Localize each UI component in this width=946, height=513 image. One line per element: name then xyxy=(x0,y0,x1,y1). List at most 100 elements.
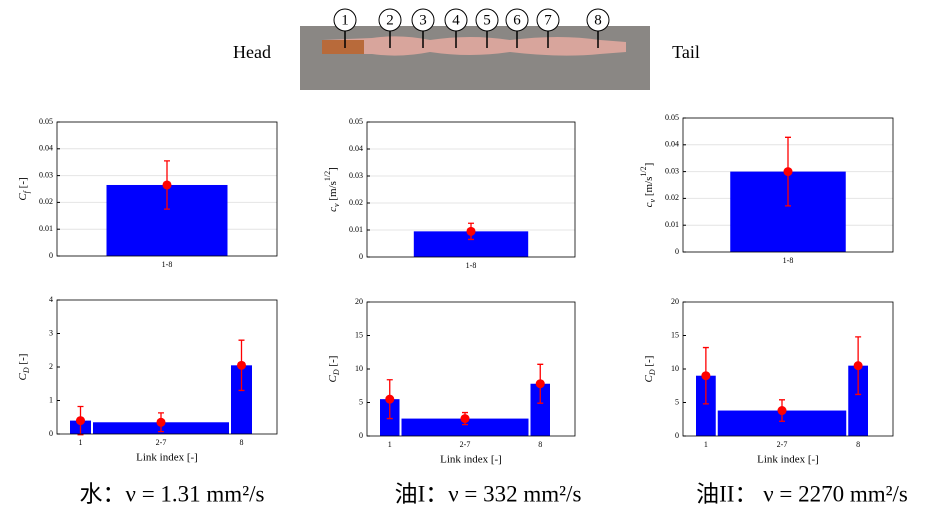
x-tick-label: 1-8 xyxy=(466,261,477,270)
mean-dot xyxy=(466,226,476,236)
x-tick-label: 1-8 xyxy=(162,260,173,269)
y-axis-label: Cf [-] xyxy=(17,177,32,200)
mean-dot xyxy=(385,394,395,404)
marker-number: 6 xyxy=(513,12,521,28)
y-tick-label: 0.04 xyxy=(665,140,679,149)
y-tick-label: 0 xyxy=(675,431,679,440)
y-tick-label: 0 xyxy=(359,252,363,261)
y-tick-label: 15 xyxy=(355,330,363,339)
y-axis-label: CD [-] xyxy=(17,354,32,381)
x-axis-label: Link index [-] xyxy=(757,454,819,466)
y-tick-label: 0.02 xyxy=(349,198,363,207)
y-axis-label-part: [-] xyxy=(643,356,655,370)
y-tick-label: 0.03 xyxy=(665,166,679,175)
y-tick-label: 0.02 xyxy=(665,193,679,202)
y-tick-label: 0.03 xyxy=(39,170,53,179)
y-axis-label-part: D xyxy=(332,369,341,376)
y-tick-label: 0.04 xyxy=(349,144,363,153)
x-tick-label: 1-8 xyxy=(783,256,794,265)
y-tick-label: 5 xyxy=(675,397,679,406)
y-axis-label-part: [m/s xyxy=(643,177,655,199)
y-axis-label-part: [-] xyxy=(17,177,29,191)
x-tick-label: 2-7 xyxy=(460,440,471,449)
y-axis-label-part: 1/2 xyxy=(323,171,332,181)
y-tick-label: 0.01 xyxy=(665,220,679,229)
mean-dot xyxy=(783,167,793,177)
y-tick-label: 0.02 xyxy=(39,197,53,206)
y-tick-label: 0.01 xyxy=(39,224,53,233)
y-tick-label: 0 xyxy=(675,247,679,256)
x-tick-label: 8 xyxy=(240,438,244,447)
y-axis-label-part: v xyxy=(648,198,657,202)
x-tick-label: 1 xyxy=(388,440,392,449)
caption: 水：ν = 1.31 mm²/s xyxy=(80,481,265,506)
y-axis-label-part: 1/2 xyxy=(639,166,648,176)
y-tick-label: 0.04 xyxy=(39,144,53,153)
y-axis-label-part: [m/s xyxy=(327,181,339,203)
mean-dot xyxy=(777,406,787,416)
y-axis-label-part: c xyxy=(327,207,339,212)
bar xyxy=(530,383,550,436)
y-tick-label: 20 xyxy=(355,297,363,306)
y-axis-label: cv [m/s1/2] xyxy=(323,167,341,212)
x-tick-label: 2-7 xyxy=(777,440,788,449)
mean-dot xyxy=(156,417,166,427)
y-axis-label-part: ] xyxy=(327,167,339,171)
y-tick-label: 10 xyxy=(671,364,679,373)
y-tick-label: 20 xyxy=(671,297,679,306)
marker-number: 2 xyxy=(386,12,394,28)
mean-dot xyxy=(162,180,172,190)
x-axis-label: Link index [-] xyxy=(136,452,198,464)
marker-circle xyxy=(505,8,529,32)
mean-dot xyxy=(460,414,470,424)
y-tick-label: 0.01 xyxy=(349,225,363,234)
mean-dot xyxy=(76,416,85,426)
y-tick-label: 4 xyxy=(49,295,53,304)
y-tick-label: 0 xyxy=(359,431,363,440)
marker-number: 8 xyxy=(594,12,602,28)
y-axis-label-part: [-] xyxy=(17,354,29,368)
axes-box xyxy=(366,301,576,437)
y-tick-label: 5 xyxy=(359,397,363,406)
axes-box xyxy=(56,299,278,435)
y-axis-label-part: c xyxy=(643,202,655,207)
x-tick-label: 8 xyxy=(856,440,860,449)
axes-box xyxy=(366,121,576,258)
y-axis-label-part: C xyxy=(17,372,29,380)
y-tick-label: 0.03 xyxy=(349,171,363,180)
axes-box xyxy=(56,121,278,257)
photo-background xyxy=(300,26,650,90)
y-axis-label-part: [-] xyxy=(327,356,339,370)
axes-box xyxy=(682,301,894,437)
mean-dot xyxy=(237,360,246,370)
y-axis-label-part: D xyxy=(22,367,31,374)
y-axis-label-part: f xyxy=(22,189,31,193)
marker-number: 5 xyxy=(483,12,491,28)
bar xyxy=(848,365,868,436)
y-axis-label: CD [-] xyxy=(643,356,658,383)
y-tick-label: 0 xyxy=(49,251,53,260)
y-tick-label: 3 xyxy=(49,328,53,337)
y-axis-label-part: C xyxy=(327,374,339,382)
y-axis-label: cv [m/s1/2] xyxy=(639,163,657,208)
mean-dot xyxy=(701,371,711,381)
robot-body xyxy=(322,36,626,56)
marker-circle xyxy=(475,8,499,32)
head-label: Head xyxy=(233,42,271,62)
y-axis-label-part: C xyxy=(643,374,655,382)
marker-circle xyxy=(536,8,560,32)
y-axis-label-part: C xyxy=(17,193,29,201)
marker-circle xyxy=(444,8,468,32)
y-tick-label: 0.05 xyxy=(39,117,53,126)
y-tick-label: 10 xyxy=(355,364,363,373)
mean-dot xyxy=(535,379,545,389)
y-axis-label-part: v xyxy=(332,203,341,207)
marker-circle xyxy=(333,8,357,32)
marker-circle xyxy=(586,8,610,32)
x-axis-label: Link index [-] xyxy=(440,454,502,466)
marker-circle xyxy=(411,8,435,32)
y-tick-label: 0.05 xyxy=(349,117,363,126)
bar xyxy=(401,418,529,436)
y-tick-label: 2 xyxy=(49,362,53,371)
